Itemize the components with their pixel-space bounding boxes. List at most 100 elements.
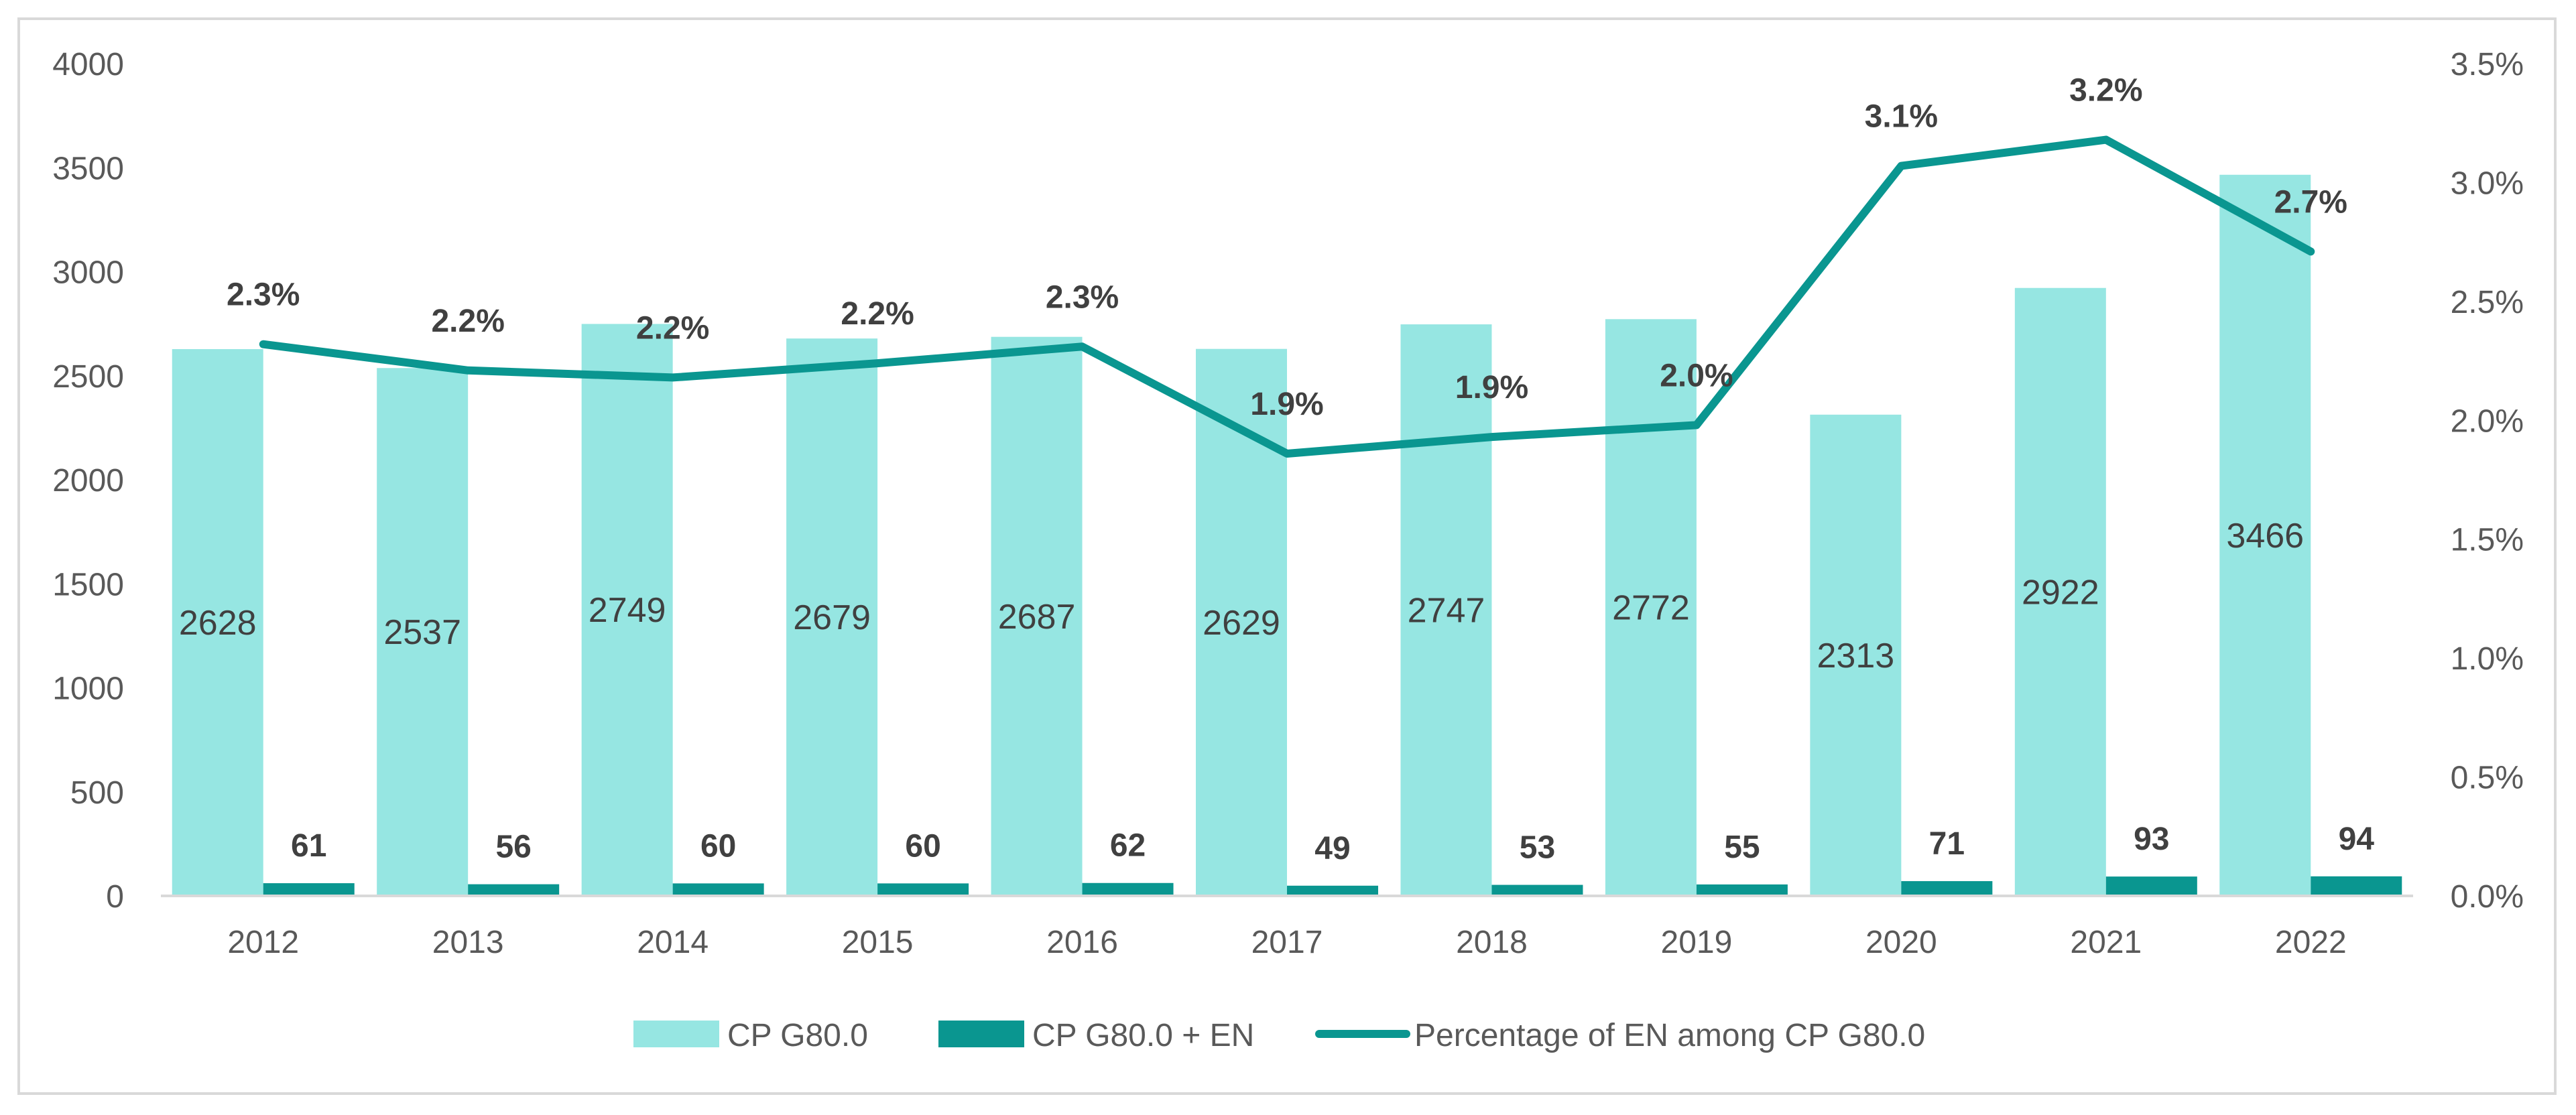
- x-tick-2014: 2014: [637, 925, 709, 960]
- cp-bar-label-2016: 2687: [998, 598, 1076, 637]
- cp-bar-2018: [1400, 324, 1492, 896]
- cp-en-bar-label-2020: 71: [1929, 826, 1965, 862]
- x-tick-2016: 2016: [1046, 925, 1118, 960]
- cp-en-bar-label-2015: 60: [905, 828, 940, 864]
- percentage-label-2020: 3.1%: [1865, 99, 1938, 135]
- y-right-tick-2.5%: 2.5%: [2451, 285, 2524, 320]
- percentage-point-2019: [1694, 423, 1699, 428]
- legend-label-percentage: Percentage of EN among CP G80.0: [1414, 1018, 1925, 1053]
- x-axis-ticks: 2012 2013 2014 2015 2016 2017 2018 2019 2020 2021…: [227, 925, 2346, 960]
- percentage-label-2015: 2.2%: [841, 296, 914, 332]
- legend-swatch-cp: [633, 1021, 719, 1047]
- percentage-label-2017: 1.9%: [1250, 387, 1323, 422]
- y-right-tick-1.0%: 1.0%: [2451, 641, 2524, 677]
- cp-en-bar-2022: [2311, 876, 2402, 896]
- cp-en-bar-label-2016: 62: [1110, 828, 1146, 864]
- percentage-label-2012: 2.3%: [227, 277, 300, 313]
- y-right-tick-2.0%: 2.0%: [2451, 403, 2524, 439]
- cp-bar-2017: [1196, 348, 1287, 896]
- cp-en-bar-label-2018: 53: [1520, 830, 1555, 866]
- y-left-tick-500: 500: [70, 775, 124, 811]
- y-right-tick-3.5%: 3.5%: [2451, 47, 2524, 82]
- x-tick-2015: 2015: [842, 925, 914, 960]
- x-tick-2013: 2013: [432, 925, 504, 960]
- legend-swatch-cp-en: [938, 1021, 1024, 1047]
- x-tick-2019: 2019: [1661, 925, 1733, 960]
- cp-bar-2022: [2219, 174, 2311, 896]
- cp-en-bar-2016: [1082, 882, 1174, 896]
- cp-en-bar-label-2012: 61: [291, 828, 326, 864]
- y-left-tick-3000: 3000: [52, 255, 124, 291]
- y-left-tick-0: 0: [106, 879, 124, 915]
- cp-en-bar-label-2017: 49: [1314, 831, 1350, 866]
- x-tick-2018: 2018: [1456, 925, 1528, 960]
- cp-bar-label-2012: 2628: [179, 604, 257, 643]
- cp-bar-2012: [172, 349, 263, 896]
- percentage-point-2020: [1899, 163, 1904, 168]
- percentage-point-2012: [261, 342, 265, 346]
- y-right-tick-1.5%: 1.5%: [2451, 523, 2524, 558]
- cp-en-bar-2012: [263, 883, 355, 896]
- cp-bar-2016: [991, 336, 1083, 896]
- cp-bar-2020: [1810, 414, 1902, 896]
- cp-en-bar-label-2013: 56: [495, 830, 531, 865]
- cp-bar-label-2020: 2313: [1817, 637, 1895, 675]
- legend-label-cp-en: CP G80.0 + EN: [1032, 1018, 1254, 1053]
- x-tick-2017: 2017: [1251, 925, 1323, 960]
- y-left-tick-4000: 4000: [52, 47, 124, 82]
- legend-label-cp: CP G80.0: [727, 1018, 868, 1053]
- x-tick-2022: 2022: [2275, 925, 2347, 960]
- cp-bar-label-2013: 2537: [383, 613, 461, 652]
- percentage-point-2014: [670, 375, 675, 380]
- y-axis-right: 0.0% 0.5% 1.0% 1.5% 2.0% 2.5% 3.0% 3.5%: [2451, 47, 2524, 915]
- y-left-tick-2500: 2500: [52, 359, 124, 395]
- percentage-label-2021: 3.2%: [2069, 73, 2142, 109]
- cp-en-bar-2015: [877, 883, 969, 896]
- cp-en-bar-2021: [2105, 876, 2197, 896]
- percentage-point-2021: [2103, 137, 2108, 142]
- legend: CP G80.0 CP G80.0 + EN Percentage of EN am…: [633, 1018, 1925, 1053]
- cp-bar-label-2014: 2749: [589, 591, 666, 630]
- cp-bar-2019: [1605, 319, 1697, 896]
- y-right-tick-0.5%: 0.5%: [2451, 761, 2524, 796]
- percentage-point-2016: [1080, 344, 1085, 349]
- cp-bar-label-2015: 2679: [793, 598, 871, 637]
- x-tick-2020: 2020: [1865, 925, 1937, 960]
- series-cp-en-bars: [263, 876, 2402, 896]
- cp-en-bar-2017: [1287, 885, 1378, 896]
- percentage-label-2013: 2.2%: [431, 304, 504, 339]
- percentage-point-2013: [466, 368, 471, 373]
- y-right-tick-3.0%: 3.0%: [2451, 166, 2524, 201]
- cp-en-bar-label-2014: 60: [700, 828, 736, 864]
- percentage-point-2018: [1489, 435, 1494, 440]
- cp-en-bar-label-2021: 93: [2134, 822, 2169, 857]
- cp-en-bar-2019: [1696, 884, 1788, 896]
- cp-bar-2015: [786, 338, 878, 896]
- cp-bar-label-2021: 2922: [2022, 573, 2099, 612]
- y-left-tick-3500: 3500: [52, 151, 124, 186]
- cp-en-bar-label-2019: 55: [1724, 830, 1760, 865]
- cp-bar-labels: 2628 2537 2749 2679 2687 2629 2747 2772 2313 2922…: [179, 517, 2304, 675]
- cp-en-bar-2020: [1901, 880, 1993, 896]
- percentage-label-2022: 2.7%: [2274, 184, 2347, 220]
- cp-bar-2013: [377, 368, 469, 896]
- cp-bar-2014: [581, 324, 673, 896]
- percentage-label-2014: 2.2%: [636, 310, 709, 346]
- cp-en-bar-2013: [468, 884, 560, 896]
- percentage-line-series: [259, 135, 2315, 458]
- cp-en-bar-2018: [1491, 884, 1583, 896]
- y-right-tick-0.0%: 0.0%: [2451, 879, 2524, 915]
- x-tick-2012: 2012: [227, 925, 299, 960]
- cp-bar-label-2019: 2772: [1612, 589, 1690, 628]
- cp-bar-label-2018: 2747: [1408, 592, 1485, 631]
- y-left-tick-1000: 1000: [52, 671, 124, 707]
- percentage-label-2019: 2.0%: [1660, 358, 1733, 393]
- cp-en-bar-2014: [672, 883, 764, 896]
- y-axis-left: 0 500 1000 1500 2000 2500 3000 3500 4000: [52, 47, 124, 915]
- cp-bar-2021: [2014, 287, 2106, 896]
- x-tick-2021: 2021: [2070, 925, 2142, 960]
- percentage-label-2018: 1.9%: [1455, 370, 1528, 405]
- cp-en-bar-label-2022: 94: [2339, 822, 2375, 857]
- percentage-labels: 2.3% 2.2% 2.2% 2.2% 2.3% 1.9% 1.9% 2.0% 3.1% 3.2%…: [227, 73, 2347, 422]
